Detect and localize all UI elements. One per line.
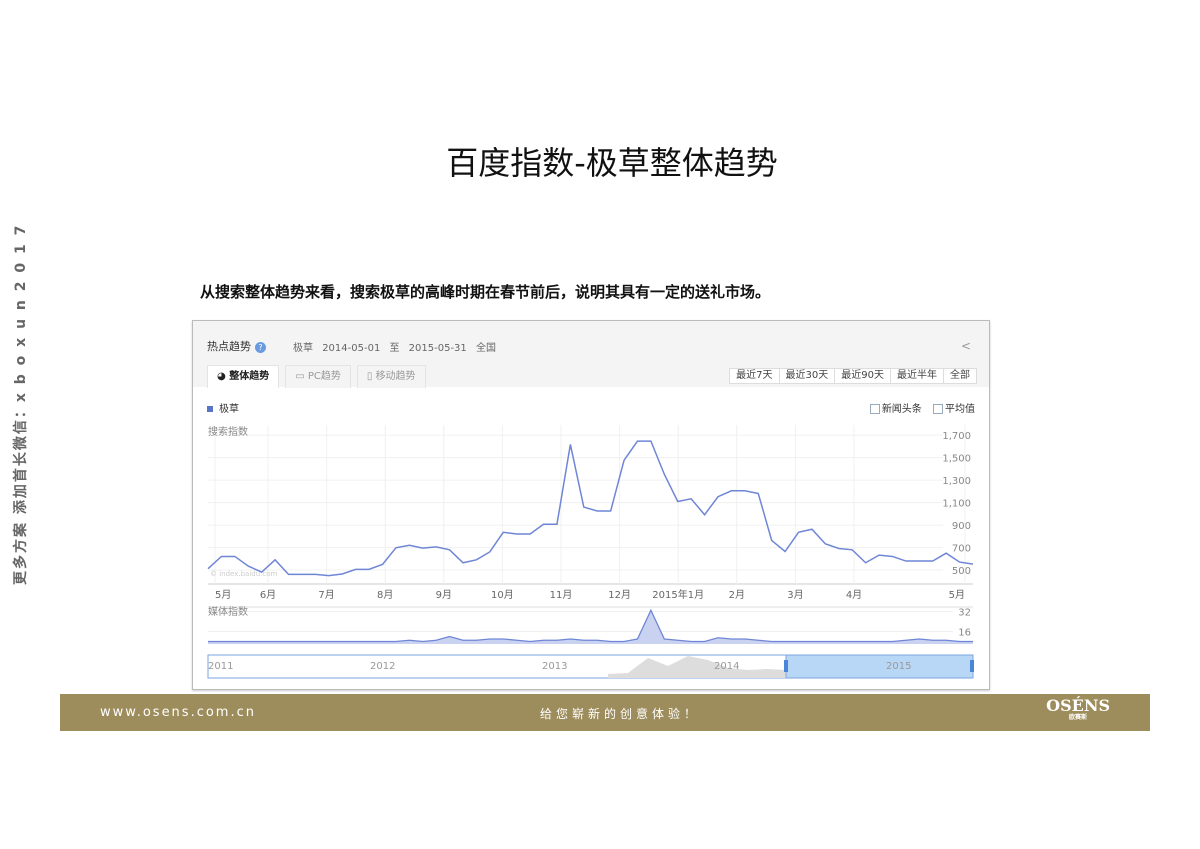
footer-url: www.osens.com.cn bbox=[100, 705, 256, 720]
x-tick-label: 5月 bbox=[215, 589, 231, 601]
x-tick-label: 12月 bbox=[608, 589, 631, 601]
average-label: 平均值 bbox=[945, 404, 975, 415]
slide-title: 百度指数-极草整体趋势 bbox=[446, 144, 778, 182]
x-tick-label: 7月 bbox=[318, 589, 334, 601]
range-7d[interactable]: 最近7天 bbox=[736, 370, 773, 381]
y-tick-label: 1,500 bbox=[942, 454, 971, 465]
x-tick-label: 11月 bbox=[550, 589, 573, 601]
y-tick-label: 1,100 bbox=[942, 499, 971, 510]
question-icon[interactable]: ? bbox=[255, 342, 266, 353]
overlay-options: 新闻头条 平均值 bbox=[862, 400, 975, 415]
tab-label: 整体趋势 bbox=[229, 371, 270, 382]
logo-subtext: 欧赛斯 bbox=[1069, 714, 1088, 721]
navigator-year-label: 2015 bbox=[886, 661, 911, 672]
navigator-history-area bbox=[608, 656, 786, 678]
footer-bar: www.osens.com.cn 给您崭新的创意体验！ OSÉNS 欧赛斯 bbox=[60, 694, 1150, 731]
logo-text: OSÉNS bbox=[1046, 696, 1110, 715]
y-tick-label: 900 bbox=[952, 521, 971, 532]
y-tick-label: 1,700 bbox=[942, 431, 971, 442]
x-tick-label: 9月 bbox=[436, 589, 452, 601]
osens-logo: OSÉNS 欧赛斯 bbox=[1046, 698, 1110, 722]
x-tick-label: 5月 bbox=[949, 589, 965, 601]
footer-slogan: 给您崭新的创意体验！ bbox=[540, 707, 701, 721]
trend-chart: 500 700 900 1,100 1,300 1,500 1,700 5月 6月 7月 8月 9月 1… bbox=[207, 425, 974, 679]
query-meta: 极草 2014-05-01 至 2015-05-31 全国 bbox=[293, 339, 496, 354]
range-half-year[interactable]: 最近半年 bbox=[890, 369, 943, 383]
navigator-year-label: 2012 bbox=[370, 661, 395, 672]
navigator-left-handle[interactable] bbox=[784, 660, 788, 672]
panel-title: 热点趋势? bbox=[207, 338, 266, 354]
x-tick-label: 8月 bbox=[377, 589, 393, 601]
slide-subtitle: 从搜索整体趋势来看，搜索极草的高峰时期在春节前后，说明其具有一定的送礼市场。 bbox=[200, 283, 771, 301]
panel-header: 热点趋势? 极草 2014-05-01 至 2015-05-31 全国 < ◕ … bbox=[193, 321, 989, 388]
legend: 极草 bbox=[207, 400, 239, 415]
navigator-selection bbox=[785, 654, 974, 679]
watermark: © index.baidu.com bbox=[210, 570, 278, 578]
news-checkbox[interactable] bbox=[869, 404, 880, 414]
x-tick-label: 10月 bbox=[491, 589, 514, 601]
average-checkbox[interactable] bbox=[933, 404, 943, 414]
tab-mobile[interactable]: ▯ 移动趋势 bbox=[356, 365, 426, 388]
y-tick-label: 700 bbox=[952, 544, 971, 555]
search-index-line bbox=[207, 440, 974, 577]
range-30d[interactable]: 最近30天 bbox=[778, 369, 835, 383]
tab-overall[interactable]: ◕ 整体趋势 bbox=[207, 365, 280, 388]
date-range: 2014-05-01 至 2015-05-31 bbox=[322, 343, 467, 354]
keyword: 极草 bbox=[293, 343, 313, 354]
y-tick-label: 1,300 bbox=[942, 476, 971, 487]
navigator-right-handle[interactable] bbox=[970, 660, 974, 672]
tab-bar: ◕ 整体趋势 ▭ PC趋势 ▯ 移动趋势 bbox=[207, 365, 432, 388]
baidu-index-panel: 热点趋势? 极草 2014-05-01 至 2015-05-31 全国 < ◕ … bbox=[192, 320, 990, 690]
tab-label: 移动趋势 bbox=[375, 371, 416, 382]
legend-label: 极草 bbox=[219, 404, 239, 415]
news-label: 新闻头条 bbox=[881, 404, 922, 415]
legend-swatch bbox=[207, 406, 213, 412]
range-90d[interactable]: 最近90天 bbox=[834, 369, 890, 383]
navigator-year-label: 2013 bbox=[542, 661, 567, 672]
side-note: 更多方案 添加首长微信：x b o x u n 2 0 1 7 bbox=[13, 223, 29, 585]
y-tick-label: 500 bbox=[952, 566, 971, 577]
x-tick-label: 6月 bbox=[260, 589, 276, 601]
navigator-year-label: 2011 bbox=[208, 661, 233, 672]
phone-icon: ▯ bbox=[366, 371, 376, 382]
tab-pc[interactable]: ▭ PC趋势 bbox=[285, 365, 351, 388]
x-tick-label: 2015年1月 bbox=[652, 588, 704, 601]
x-tick-label: 2月 bbox=[729, 589, 745, 601]
navigator-year-label: 2014 bbox=[714, 661, 739, 672]
monitor-icon: ▭ bbox=[295, 371, 308, 382]
region: 全国 bbox=[475, 343, 496, 354]
media-index-line bbox=[208, 608, 973, 643]
x-tick-label: 3月 bbox=[787, 589, 803, 601]
share-icon[interactable]: < bbox=[960, 339, 971, 353]
pie-icon: ◕ bbox=[217, 371, 230, 382]
panel-title-text: 热点趋势 bbox=[207, 340, 251, 353]
media-y-tick-label: 16 bbox=[958, 628, 971, 639]
y-axis-title: 搜索指数 bbox=[208, 425, 248, 438]
tab-label: PC趋势 bbox=[307, 371, 341, 382]
x-tick-label: 4月 bbox=[846, 589, 862, 601]
media-area bbox=[208, 610, 973, 644]
media-axis-title: 媒体指数 bbox=[208, 605, 248, 618]
range-buttons: 最近7天 最近30天 最近90天 最近半年 全部 bbox=[729, 368, 977, 384]
media-y-tick-label: 32 bbox=[958, 608, 971, 619]
range-all[interactable]: 全部 bbox=[943, 369, 976, 383]
